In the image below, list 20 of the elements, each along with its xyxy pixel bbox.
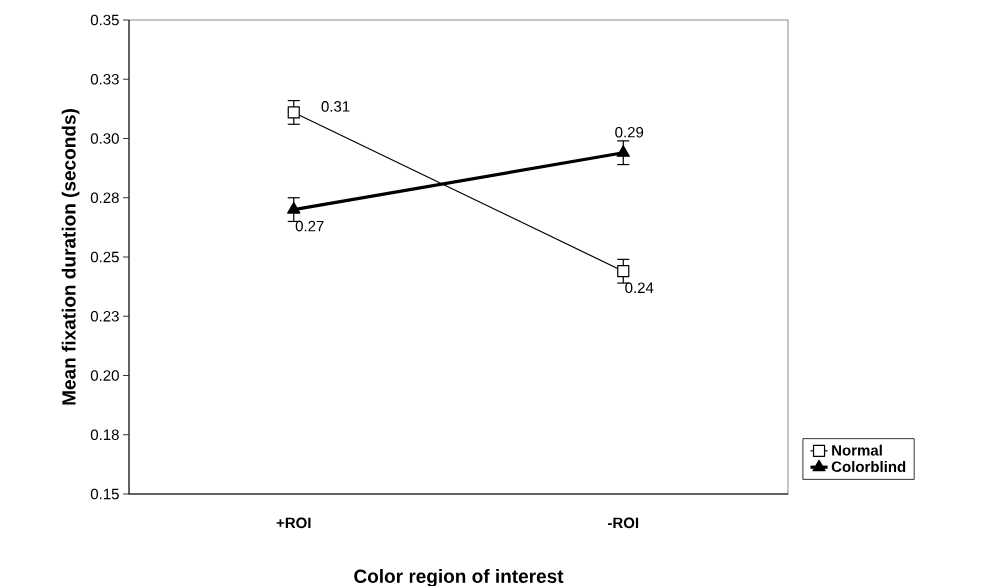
y-tick-label: 0.30 [90,133,119,144]
legend-label: Colorblind [831,461,906,473]
data-label: 0.27 [295,220,324,232]
data-label: 0.31 [321,101,350,112]
y-tick-label: 0.15 [90,488,119,500]
data-label: 0.24 [625,282,654,294]
y-tick-label: 0.35 [90,14,119,26]
y-tick-label: 0.25 [90,251,119,263]
y-axis-title: Mean fixation duration (seconds) [61,109,80,405]
y-tick-label: 0.33 [90,73,119,85]
data-label: 0.29 [615,126,644,138]
x-tick-label: +ROI [276,517,311,529]
y-tick-label: 0.20 [90,370,119,381]
y-tick-label: 0.18 [90,429,119,441]
legend-label: Normal [832,444,882,456]
x-axis-title: Color region of interest [354,569,564,586]
y-tick-label: 0.23 [90,310,119,322]
y-tick-label: 0.28 [90,192,119,204]
point [617,265,630,278]
x-tick-label: -ROI [608,517,639,529]
